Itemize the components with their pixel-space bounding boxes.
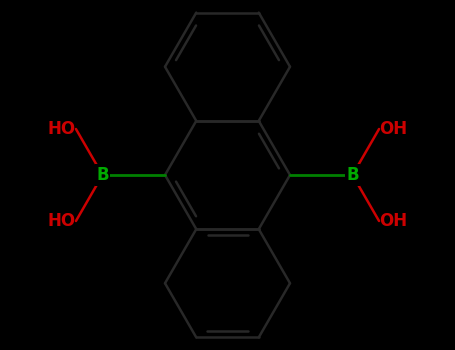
Text: OH: OH: [379, 212, 407, 230]
Text: HO: HO: [48, 120, 76, 138]
Text: HO: HO: [48, 212, 76, 230]
Text: B: B: [346, 166, 359, 184]
Text: OH: OH: [379, 120, 407, 138]
Text: B: B: [96, 166, 109, 184]
